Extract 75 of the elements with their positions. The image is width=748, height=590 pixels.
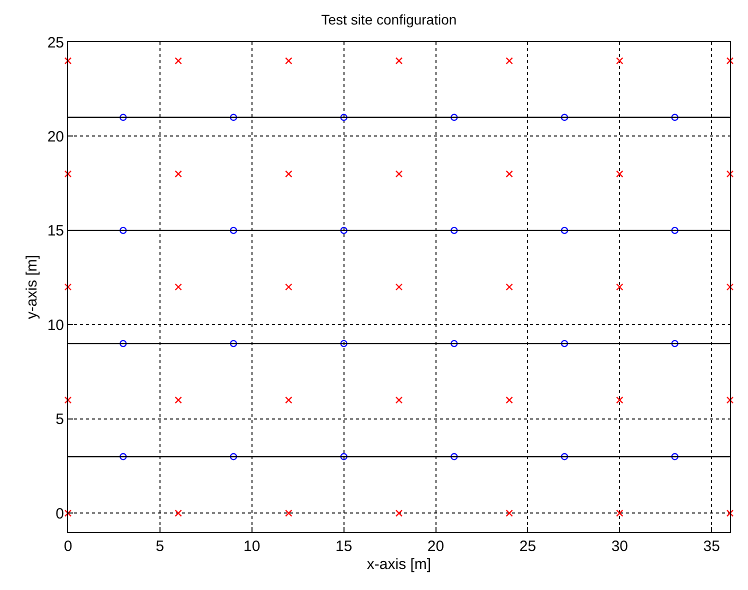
- point: [120, 114, 127, 121]
- x-tick-label: 15: [335, 538, 352, 555]
- point: [395, 510, 403, 517]
- point: [64, 396, 72, 404]
- x-tick-label: 10: [244, 538, 260, 555]
- x-tick-label: 25: [519, 538, 536, 555]
- point: [450, 453, 458, 460]
- point: [395, 396, 403, 404]
- point: [726, 57, 734, 64]
- y-axis-title: y-axis [m]: [24, 254, 41, 320]
- point: [671, 226, 678, 234]
- point: [395, 57, 403, 64]
- point: [285, 396, 292, 404]
- point: [230, 453, 238, 460]
- x-tick-label: 30: [611, 538, 628, 555]
- point: [560, 453, 568, 460]
- x-axis-title: x-axis [m]: [366, 556, 432, 573]
- point: [174, 396, 182, 404]
- point: [340, 226, 348, 234]
- point: [726, 170, 734, 178]
- point: [120, 226, 127, 234]
- chart-title: Test site configuration: [321, 12, 457, 28]
- point: [64, 170, 72, 178]
- point: [120, 453, 127, 460]
- point: [726, 396, 734, 404]
- point: [506, 510, 513, 517]
- point: [616, 396, 624, 404]
- point: [174, 283, 182, 291]
- y-tick-label: 20: [47, 128, 64, 146]
- point: [560, 226, 568, 234]
- point: [285, 283, 292, 291]
- point: [560, 340, 568, 348]
- x-tick-label: 35: [703, 538, 720, 555]
- point: [616, 510, 624, 517]
- point: [64, 283, 72, 291]
- point: [174, 510, 182, 517]
- point: [671, 114, 678, 121]
- point: [616, 170, 624, 178]
- point: [616, 283, 624, 291]
- point: [230, 226, 238, 234]
- point: [285, 57, 292, 64]
- point: [506, 396, 513, 404]
- point: [340, 453, 348, 460]
- point: [506, 57, 513, 64]
- point: [395, 170, 403, 178]
- point: [506, 283, 513, 291]
- point: [120, 340, 127, 348]
- point: [450, 114, 458, 121]
- y-tick-label: 10: [47, 316, 64, 334]
- point: [285, 510, 292, 517]
- x-tick-label: 5: [156, 538, 164, 555]
- point: [230, 340, 238, 348]
- x-tick-label: 20: [427, 538, 444, 555]
- point: [671, 453, 678, 460]
- point: [230, 114, 238, 121]
- y-tick-label: 15: [47, 222, 64, 240]
- point: [506, 170, 513, 178]
- point: [340, 114, 348, 121]
- point: [560, 114, 568, 121]
- point: [285, 170, 292, 178]
- point: [395, 283, 403, 291]
- point: [64, 57, 72, 64]
- y-tick-label: 25: [47, 34, 64, 52]
- point: [726, 283, 734, 291]
- point: [616, 57, 624, 64]
- point: [174, 57, 182, 64]
- point: [726, 510, 734, 517]
- point: [174, 170, 182, 178]
- y-tick-label: 5: [56, 411, 64, 428]
- y-tick-label: 0: [56, 505, 64, 522]
- point: [671, 340, 678, 348]
- point: [450, 340, 458, 348]
- point: [64, 510, 72, 517]
- point: [450, 226, 458, 234]
- point: [340, 340, 348, 348]
